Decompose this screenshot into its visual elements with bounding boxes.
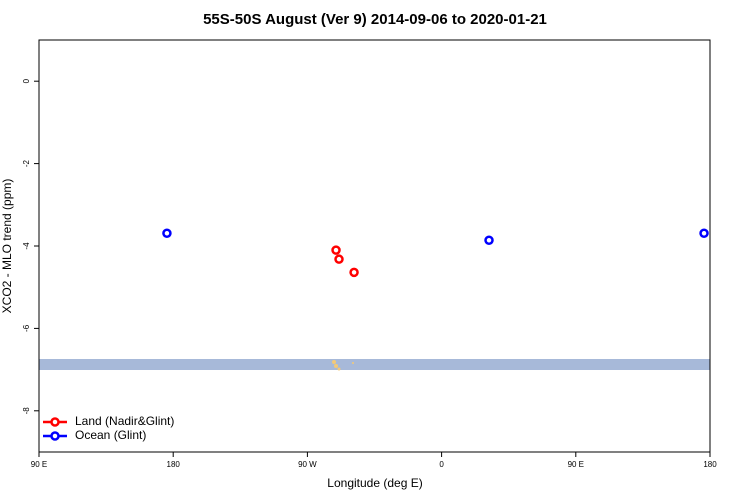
point — [334, 254, 344, 264]
legend-label: Ocean (Glint) — [75, 428, 146, 442]
legend-label: Land (Nadir&Glint) — [75, 414, 174, 428]
y-tick-label: -6 — [22, 324, 31, 332]
map-land — [332, 360, 336, 364]
x-tick-label: 0 — [439, 460, 444, 469]
plot-frame — [38, 39, 711, 453]
x-axis-label: Longitude (deg E) — [327, 476, 422, 490]
legend-marker — [50, 417, 60, 427]
x-tick-label: 90 W — [298, 460, 317, 469]
map-strip — [39, 359, 710, 370]
map-land — [334, 364, 338, 368]
point — [349, 267, 359, 278]
y-axis-label: XCO2 - MLO trend (ppm) — [0, 179, 14, 314]
x-tick-label: 180 — [167, 460, 181, 469]
y-tick-label: 0 — [22, 78, 31, 83]
legend-marker — [50, 431, 60, 441]
point — [484, 235, 494, 245]
y-tick-label: -2 — [22, 159, 31, 167]
point — [162, 228, 172, 238]
x-tick-label: 90 E — [31, 460, 47, 469]
map-land — [337, 367, 341, 371]
x-tick-label: 90 E — [568, 460, 584, 469]
y-tick-label: -4 — [22, 242, 31, 250]
x-tick-label: 180 — [703, 460, 717, 469]
map-land — [352, 362, 354, 364]
point — [699, 228, 709, 238]
point — [331, 245, 341, 255]
y-tick-label: -8 — [22, 407, 31, 415]
chart-title: 55S-50S August (Ver 9) 2014-09-06 to 202… — [203, 11, 547, 28]
